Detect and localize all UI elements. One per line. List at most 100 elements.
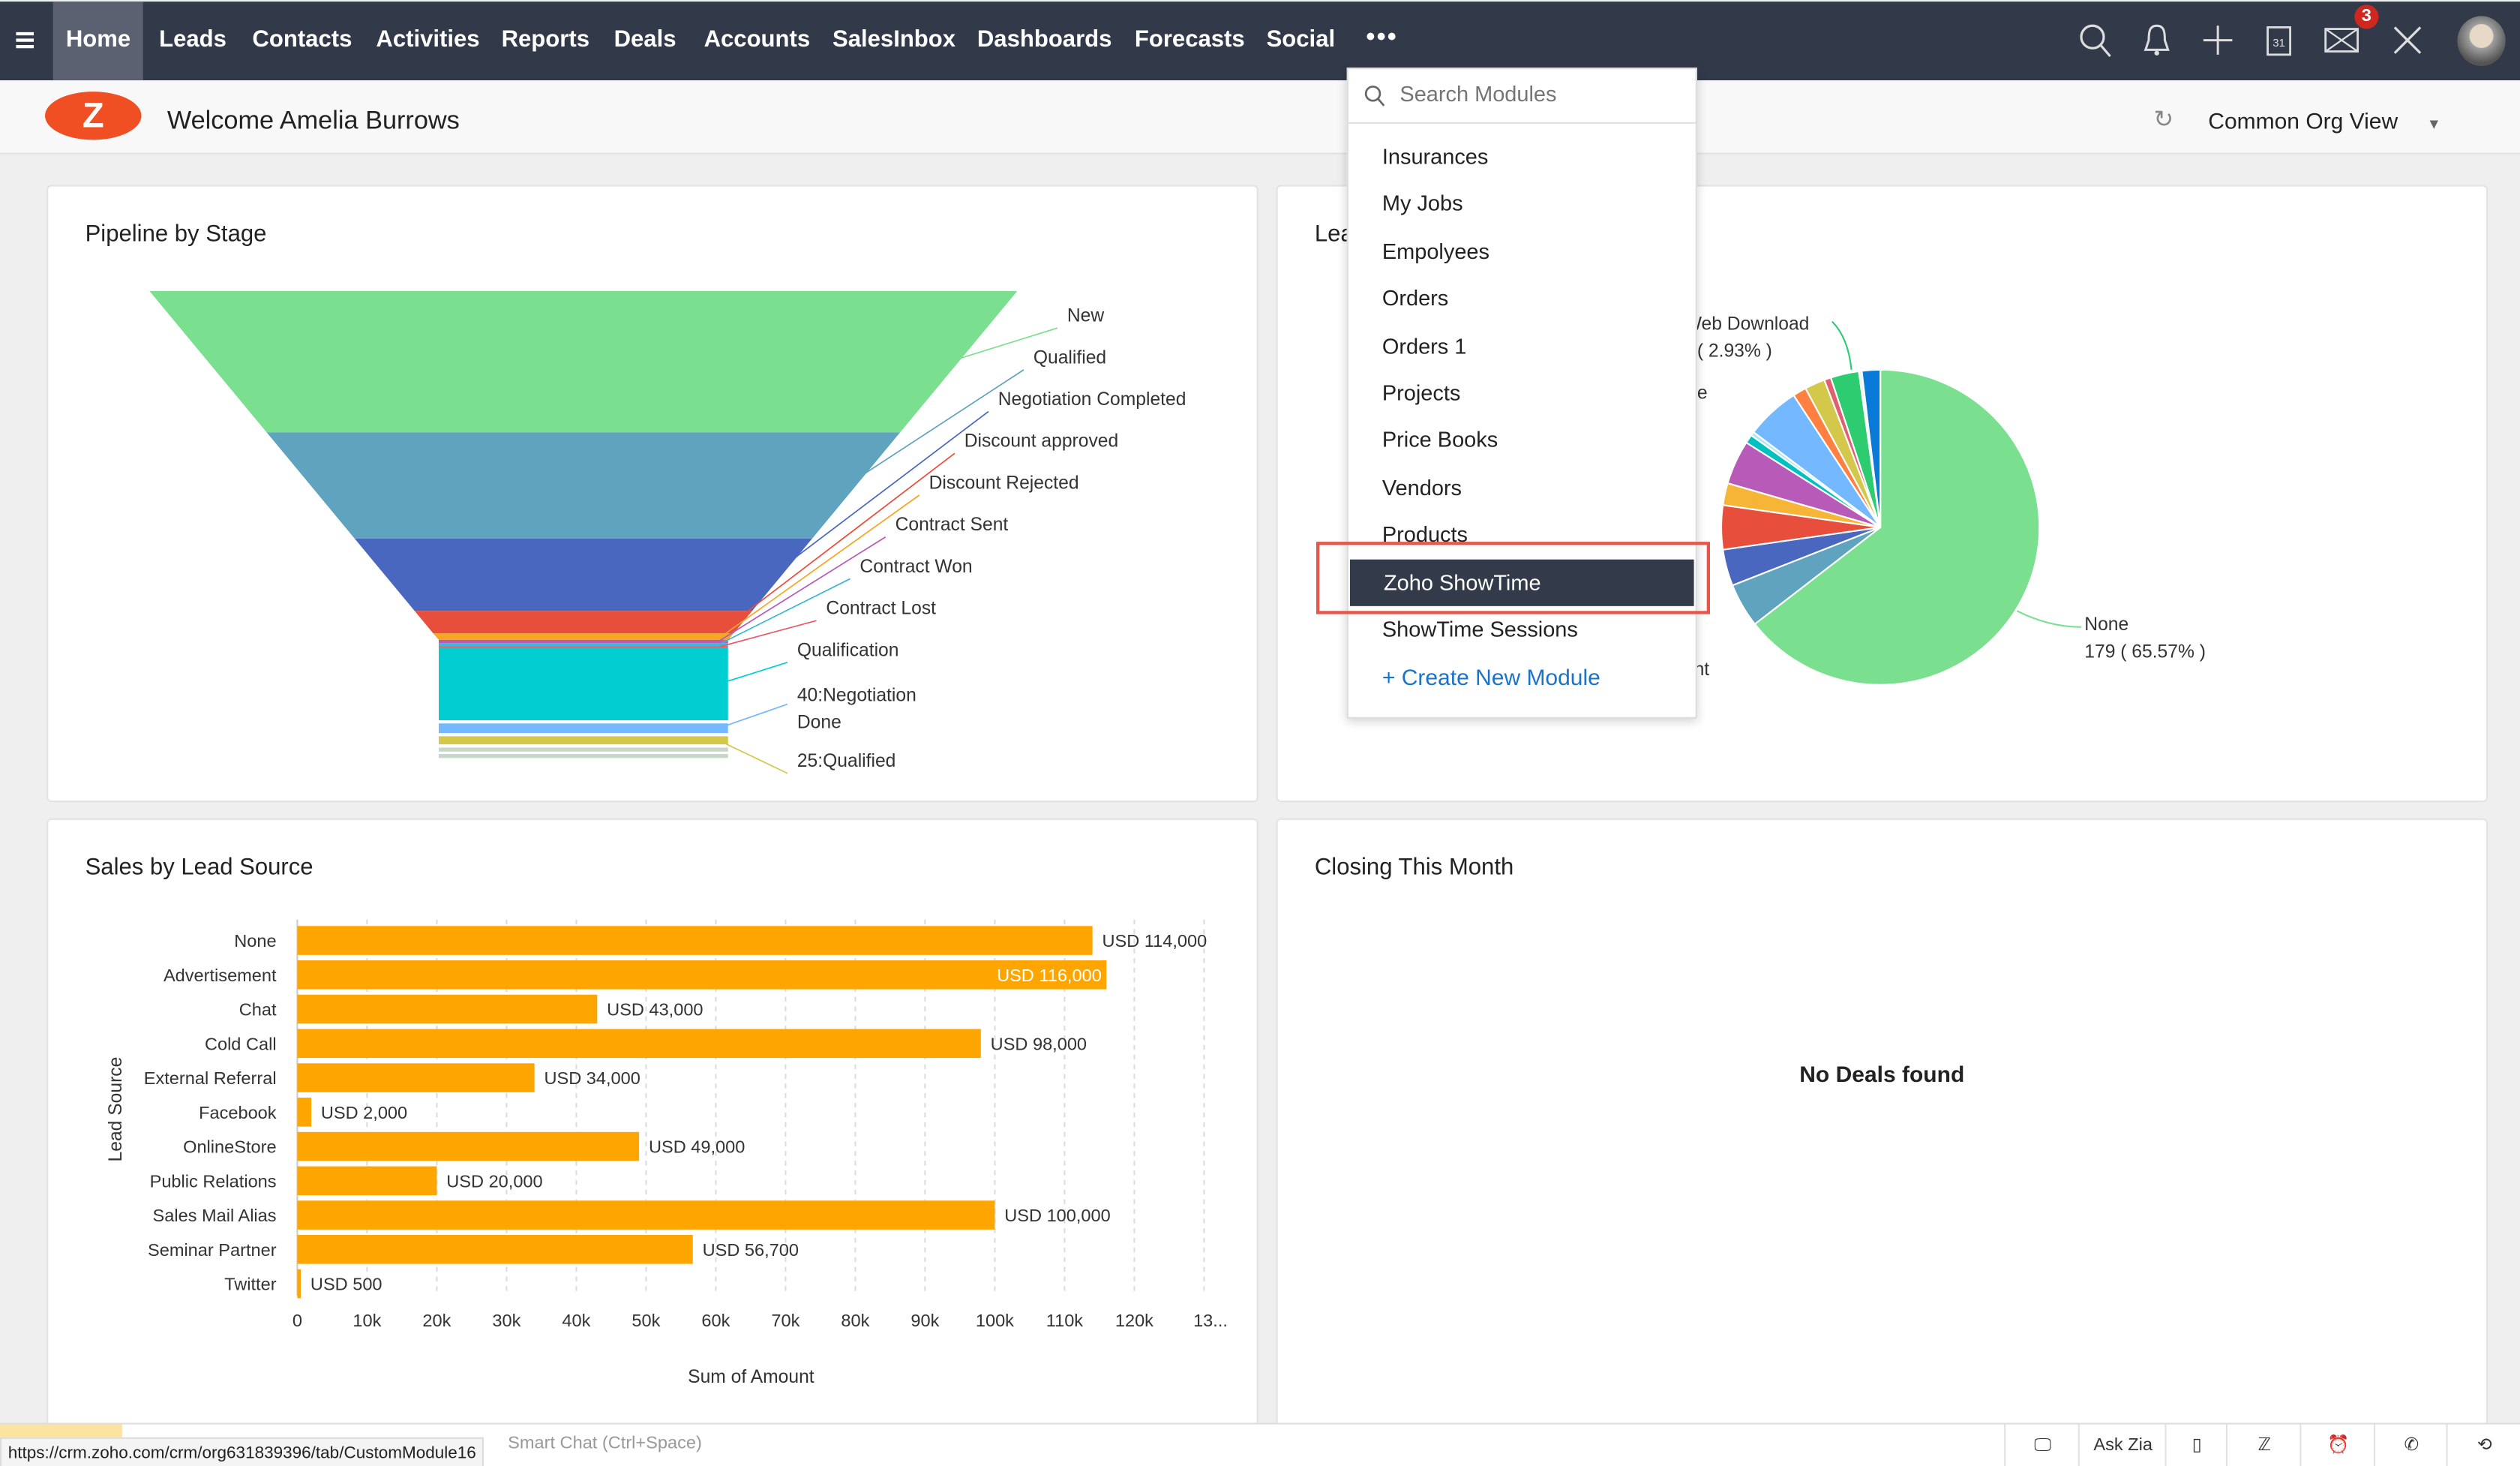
funnel-label: 25:Qualified: [796, 752, 896, 772]
org-view-select[interactable]: Common Org View ▼: [2208, 108, 2441, 134]
module-item[interactable]: Orders 1: [1382, 333, 1467, 358]
highlight-box: [1316, 542, 1710, 614]
bar[interactable]: [297, 960, 1107, 990]
funnel-segment[interactable]: [149, 290, 1018, 433]
phone-icon[interactable]: ✆: [2374, 1424, 2448, 1466]
empty-state: No Deals found: [1799, 1061, 1965, 1087]
tools-icon[interactable]: [2388, 21, 2426, 59]
funnel-segment[interactable]: [439, 643, 728, 647]
funnel-segment[interactable]: [439, 647, 728, 720]
module-item[interactable]: Empolyees: [1382, 239, 1490, 263]
hamburger-menu-icon[interactable]: [16, 32, 34, 49]
data-label: USD 49,000: [649, 1137, 745, 1157]
sales-by-source-panel: Sales by Lead Source: [46, 818, 1258, 1449]
nav-activities[interactable]: Activities: [376, 27, 480, 53]
search-icon[interactable]: [2077, 21, 2115, 59]
y-axis-title: Lead Source: [106, 1056, 127, 1162]
funnel-segment[interactable]: [439, 639, 728, 644]
nav-accounts[interactable]: Accounts: [704, 27, 811, 53]
module-item[interactable]: My Jobs: [1382, 191, 1463, 216]
screen-share-icon[interactable]: 🖵: [2004, 1424, 2080, 1466]
module-item[interactable]: Zoho ShowTime: [1350, 558, 1694, 605]
data-label: USD 114,000: [1102, 931, 1207, 951]
bar[interactable]: [297, 1166, 437, 1196]
funnel-segment[interactable]: [439, 646, 728, 648]
module-item[interactable]: Vendors: [1382, 475, 1462, 500]
nav-dashboards[interactable]: Dashboards: [976, 27, 1112, 53]
refresh-icon[interactable]: ↻: [2153, 106, 2174, 134]
module-item[interactable]: Price Books: [1382, 428, 1498, 452]
notes-icon[interactable]: ▯: [2164, 1424, 2228, 1466]
funnel-segment[interactable]: [439, 753, 728, 759]
category-label: Cold Call: [205, 1034, 277, 1053]
nav-reports[interactable]: Reports: [501, 27, 590, 53]
module-item[interactable]: Projects: [1382, 380, 1461, 405]
mail-icon[interactable]: [2322, 21, 2360, 59]
status-url: https://crm.zoho.com/crm/org631839396/ta…: [0, 1437, 484, 1466]
funnel-leader-line: [772, 410, 989, 575]
module-item[interactable]: Insurances: [1382, 144, 1489, 169]
org-view-label: Common Org View: [2208, 107, 2398, 134]
pie-slice[interactable]: [1754, 368, 2041, 686]
x-tick-label: 110k: [1046, 1311, 1084, 1330]
nav-forecasts[interactable]: Forecasts: [1134, 27, 1245, 53]
nav-leads[interactable]: Leads: [159, 27, 226, 53]
pie-value-web-download: ( 2.93% ): [1696, 342, 1772, 362]
avatar[interactable]: [2457, 16, 2506, 66]
bar[interactable]: [297, 1200, 995, 1230]
nav-contacts[interactable]: Contacts: [252, 27, 352, 53]
zia-icon[interactable]: ℤ: [2225, 1424, 2302, 1466]
funnel-label: Discount Rejected: [928, 474, 1079, 494]
category-label: External Referral: [144, 1068, 277, 1088]
bar[interactable]: [297, 994, 598, 1024]
nav-social[interactable]: Social: [1266, 27, 1336, 53]
module-item[interactable]: Orders: [1382, 286, 1449, 311]
funnel-label: Contract Sent: [895, 515, 1009, 536]
funnel-label: Qualified: [1033, 349, 1107, 368]
funnel-leader-line: [949, 327, 1058, 362]
smart-chat-hint[interactable]: Smart Chat (Ctrl+Space): [508, 1434, 702, 1454]
bar[interactable]: [297, 1269, 302, 1299]
search-modules[interactable]: [1348, 69, 1696, 124]
funnel-segment[interactable]: [414, 611, 752, 634]
funnel-segment[interactable]: [354, 538, 812, 611]
funnel-segment[interactable]: [439, 723, 728, 734]
create-new-module-link[interactable]: + Create New Module: [1382, 664, 1600, 690]
bar-chart: 0 10k 20k 30k 40k 50k 60k 70k 80k 90k 100k 110k 120k…: [144, 919, 1228, 1330]
x-tick-label: 30k: [492, 1311, 520, 1330]
x-tick-label: 20k: [422, 1311, 451, 1330]
funnel-segment[interactable]: [439, 747, 728, 752]
bar[interactable]: [297, 1098, 312, 1127]
plus-icon[interactable]: [2198, 21, 2236, 59]
x-tick-label: 13...: [1193, 1311, 1228, 1330]
funnel-segment[interactable]: [439, 736, 728, 745]
bell-icon[interactable]: [2138, 21, 2176, 59]
funnel-leader-line: [718, 536, 886, 642]
data-label: USD 2,000: [321, 1103, 407, 1122]
funnel-segment[interactable]: [433, 633, 734, 640]
x-tick-label: 100k: [976, 1311, 1014, 1330]
module-item[interactable]: ShowTime Sessions: [1382, 617, 1578, 641]
history-icon[interactable]: ⟲: [2446, 1424, 2520, 1466]
bar[interactable]: [297, 926, 1093, 955]
bar[interactable]: [297, 1235, 693, 1264]
nav-home[interactable]: Home: [52, 2, 144, 81]
nav-salesinbox[interactable]: SalesInbox: [832, 27, 956, 53]
x-tick-label: 0: [292, 1311, 302, 1330]
bar[interactable]: [297, 1131, 640, 1161]
bar[interactable]: [297, 1063, 535, 1092]
panel-title: Closing This Month: [1314, 855, 1514, 882]
calendar-icon[interactable]: 31: [2260, 21, 2298, 59]
pie-slice[interactable]: [1861, 368, 1882, 527]
panel-title: Sales by Lead Source: [85, 855, 314, 882]
nav-deals[interactable]: Deals: [614, 27, 676, 53]
caret-down-icon: ▼: [2426, 116, 2441, 132]
alarm-icon[interactable]: ⏰: [2300, 1424, 2375, 1466]
search-modules-input[interactable]: [1396, 80, 1676, 108]
ask-zia-button[interactable]: Ask Zia: [2078, 1424, 2167, 1466]
funnel-segment[interactable]: [266, 432, 901, 539]
x-tick-label: 50k: [632, 1311, 660, 1330]
bar[interactable]: [297, 1029, 981, 1059]
more-modules-icon[interactable]: •••: [1366, 24, 1398, 52]
